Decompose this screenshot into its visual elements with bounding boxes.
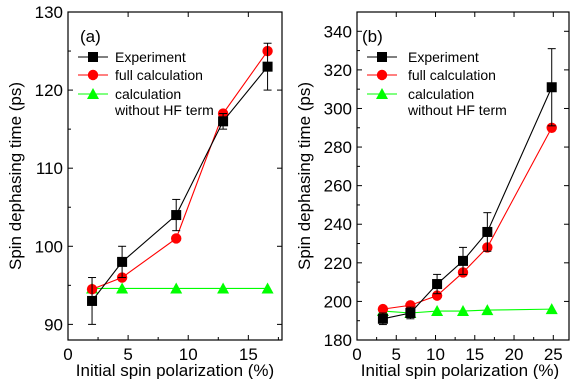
panel-b-legend: Experiment full calculation calculation … — [367, 49, 507, 118]
y-tick-label-b-8: 340 — [324, 22, 352, 41]
y-tick-label-b-0: 180 — [324, 331, 352, 350]
point-a-0-3 — [218, 116, 229, 127]
point-b-1-2 — [431, 290, 443, 301]
point-a-2-1 — [116, 282, 129, 294]
legend-nohf-label-2: without HF term — [114, 102, 214, 118]
x-tick-label-b-1: 5 — [392, 345, 401, 364]
point-b-2-5 — [545, 303, 558, 315]
legend-b-experiment: Experiment — [367, 49, 479, 65]
panel-b: 0 5 10 15 20 25 180 200 220 240 260 280 300 320 340 (b… — [295, 11, 570, 380]
series-line-b-0 — [382, 87, 553, 320]
point-b-0-3 — [458, 255, 468, 266]
legend-b-full-label: full calculation — [408, 67, 496, 83]
y-tick-label-a-1: 100 — [35, 237, 63, 256]
panel-a-frame — [67, 11, 283, 341]
point-b-2-3 — [457, 305, 469, 317]
point-b-1-5 — [546, 122, 557, 133]
x-tick-label-b-2: 10 — [426, 345, 445, 364]
point-a-0-0 — [87, 295, 98, 306]
legend-experiment: Experiment — [78, 49, 186, 65]
panel-a: 0 5 10 15 90 100 110 120 130 (a) Initial spin po… — [6, 3, 283, 380]
x-tick-label-b-3: 15 — [465, 345, 484, 364]
legend-b-nohf-label-2: without HF term — [407, 102, 507, 118]
panel-b-frame — [356, 11, 570, 341]
y-tick-label-b-3: 240 — [324, 215, 352, 234]
y-tick-label-b-4: 260 — [324, 177, 352, 196]
point-a-0-2 — [171, 210, 182, 221]
series-a-1 — [86, 45, 273, 295]
panel-b-ylabel: Spin dephasing time (ps) — [295, 82, 314, 270]
panel-a-label: (a) — [80, 27, 101, 46]
series-b-1 — [377, 122, 557, 315]
point-a-2-4 — [261, 282, 274, 294]
x-tick-label-a-0: 0 — [63, 345, 72, 364]
y-tick-label-a-3: 120 — [35, 81, 63, 100]
x-tick-label-b-4: 20 — [505, 345, 524, 364]
x-tick-label-a-3: 15 — [239, 345, 258, 364]
legend-b-full: full calculation — [367, 67, 496, 83]
x-tick-label-a-2: 10 — [179, 345, 198, 364]
point-a-2-3 — [217, 282, 230, 294]
point-b-0-1 — [405, 307, 416, 318]
x-tick-label-a-1: 5 — [123, 345, 132, 364]
point-b-0-2 — [432, 279, 443, 290]
point-a-0-4 — [262, 61, 273, 72]
panel-a-xlabel: Initial spin polarization (%) — [76, 361, 274, 379]
series-a-2 — [86, 282, 274, 294]
point-b-0-4 — [482, 226, 493, 237]
point-b-1-1 — [405, 300, 416, 311]
legend-full: full calculation — [78, 67, 203, 83]
legend-nohf-label-1: calculation — [115, 86, 181, 102]
legend-b-nohf-label-1: calculation — [408, 86, 474, 102]
y-tick-label-a-2: 110 — [36, 159, 63, 178]
x-tick-label-b-0: 0 — [352, 345, 361, 364]
point-a-0-1 — [117, 256, 128, 267]
y-tick-label-b-7: 320 — [324, 61, 352, 80]
y-tick-label-b-5: 280 — [324, 138, 352, 157]
y-tick-label-a-0: 90 — [44, 315, 63, 334]
legend-experiment-label: Experiment — [115, 49, 186, 65]
y-tick-label-b-2: 220 — [324, 254, 352, 273]
y-tick-label-b-1: 200 — [324, 292, 352, 311]
legend-full-label: full calculation — [115, 67, 203, 83]
series-line-b-1 — [382, 127, 553, 310]
series-b-0 — [377, 48, 557, 326]
point-a-1-2 — [171, 233, 182, 244]
point-b-0-5 — [546, 82, 557, 93]
x-tick-label-b-5: 25 — [544, 345, 563, 364]
point-b-0-0 — [377, 313, 388, 324]
series-b-2 — [376, 303, 558, 318]
legend-b-nohf: calculation without HF term — [367, 86, 507, 118]
series-a-0 — [87, 42, 273, 325]
point-b-1-0 — [377, 303, 389, 315]
y-tick-label-b-6: 300 — [324, 99, 352, 118]
panel-b-xlabel: Initial spin polarization (%) — [361, 361, 559, 379]
legend-b-experiment-label: Experiment — [408, 49, 479, 65]
panel-b-label: (b) — [362, 27, 383, 46]
point-a-2-2 — [170, 282, 183, 294]
y-tick-label-a-4: 130 — [35, 3, 63, 22]
panel-a-ylabel: Spin dephasing time (ps) — [6, 82, 25, 270]
point-b-2-2 — [431, 305, 444, 317]
legend-nohf: calculation without HF term — [78, 86, 214, 118]
panel-a-legend: Experiment full calculation calculation … — [78, 49, 214, 118]
point-b-2-4 — [481, 304, 494, 316]
